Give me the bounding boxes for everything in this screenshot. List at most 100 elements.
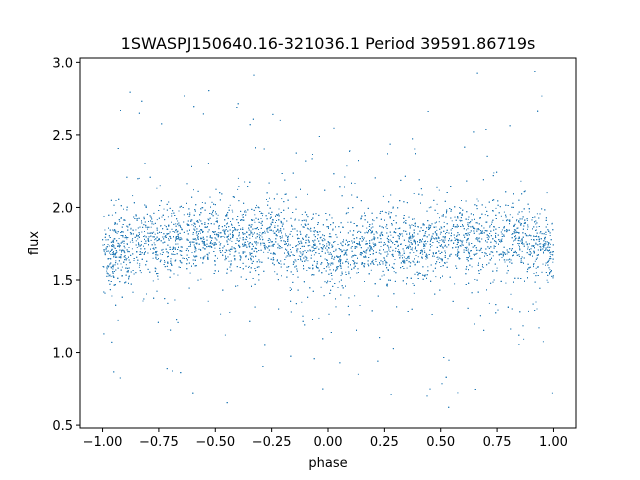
data-point: [471, 266, 473, 268]
data-point: [249, 237, 251, 239]
data-point: [104, 244, 105, 246]
data-point: [458, 225, 459, 227]
data-point: [263, 232, 264, 233]
data-point: [446, 261, 448, 263]
data-point: [228, 260, 230, 262]
data-point: [217, 232, 219, 234]
data-point: [172, 370, 173, 372]
data-point: [147, 232, 149, 234]
data-point: [138, 177, 140, 179]
data-point: [285, 256, 287, 258]
data-point: [422, 229, 424, 231]
data-point: [355, 246, 357, 247]
data-point: [406, 246, 408, 248]
data-point: [306, 227, 308, 229]
data-point: [269, 227, 271, 229]
data-point: [518, 256, 520, 257]
data-point: [370, 248, 372, 250]
data-point: [232, 211, 234, 213]
data-point: [474, 254, 475, 256]
data-point: [116, 256, 118, 258]
data-point: [366, 231, 368, 233]
data-point: [436, 229, 438, 231]
data-point: [528, 267, 529, 269]
data-point: [505, 282, 507, 284]
data-point: [413, 261, 415, 263]
data-point: [180, 254, 182, 256]
data-point: [310, 254, 312, 256]
data-point: [411, 249, 413, 251]
data-point: [502, 219, 504, 221]
data-point: [261, 236, 263, 238]
data-point: [210, 246, 212, 247]
data-point: [153, 249, 155, 250]
data-point: [132, 241, 134, 243]
data-point: [347, 245, 349, 247]
data-point: [478, 249, 480, 251]
data-point: [150, 239, 152, 241]
data-point: [466, 241, 468, 243]
data-point: [262, 213, 264, 215]
data-point: [535, 223, 537, 225]
data-point: [193, 225, 194, 227]
data-point: [120, 263, 122, 265]
data-point: [346, 165, 348, 167]
data-point: [130, 228, 132, 230]
data-point: [402, 254, 404, 256]
data-point: [467, 248, 469, 250]
data-point: [147, 238, 149, 239]
data-point: [175, 223, 177, 225]
data-point: [136, 262, 138, 264]
data-point: [488, 302, 490, 304]
data-point: [392, 255, 394, 256]
data-point: [439, 262, 441, 263]
data-point: [292, 235, 294, 237]
data-point: [478, 238, 480, 240]
data-point: [357, 373, 359, 375]
data-point: [304, 255, 306, 257]
data-point: [238, 186, 240, 187]
data-point: [153, 223, 155, 225]
data-point: [403, 256, 405, 258]
data-point: [241, 214, 243, 216]
data-point: [281, 275, 282, 277]
data-point: [291, 224, 292, 226]
data-point: [308, 267, 309, 269]
data-point: [312, 230, 314, 232]
data-point: [535, 272, 537, 274]
data-point: [521, 250, 523, 252]
data-point: [514, 252, 516, 253]
data-point: [154, 233, 156, 235]
data-point: [500, 215, 502, 217]
data-point: [385, 262, 387, 264]
data-point: [124, 247, 126, 249]
data-point: [108, 245, 110, 247]
data-point: [338, 266, 340, 268]
data-point: [513, 231, 515, 233]
data-point: [403, 222, 405, 224]
data-point: [451, 220, 453, 222]
data-point: [177, 220, 179, 222]
data-point: [393, 271, 395, 273]
data-point: [418, 226, 419, 228]
data-point: [328, 266, 330, 268]
data-point: [307, 260, 309, 262]
data-point: [183, 214, 185, 216]
data-point: [409, 244, 411, 246]
data-point: [244, 210, 246, 212]
data-point: [422, 250, 423, 252]
data-point: [248, 242, 250, 244]
data-point: [237, 177, 239, 179]
data-point: [132, 195, 134, 197]
data-point: [394, 250, 396, 252]
data-point: [119, 220, 121, 222]
data-point: [372, 238, 374, 240]
data-point: [191, 224, 193, 226]
data-point: [449, 254, 451, 256]
data-point: [349, 277, 351, 279]
data-point: [552, 251, 553, 253]
data-point: [152, 280, 154, 282]
data-point: [115, 260, 117, 262]
data-point: [518, 243, 520, 244]
